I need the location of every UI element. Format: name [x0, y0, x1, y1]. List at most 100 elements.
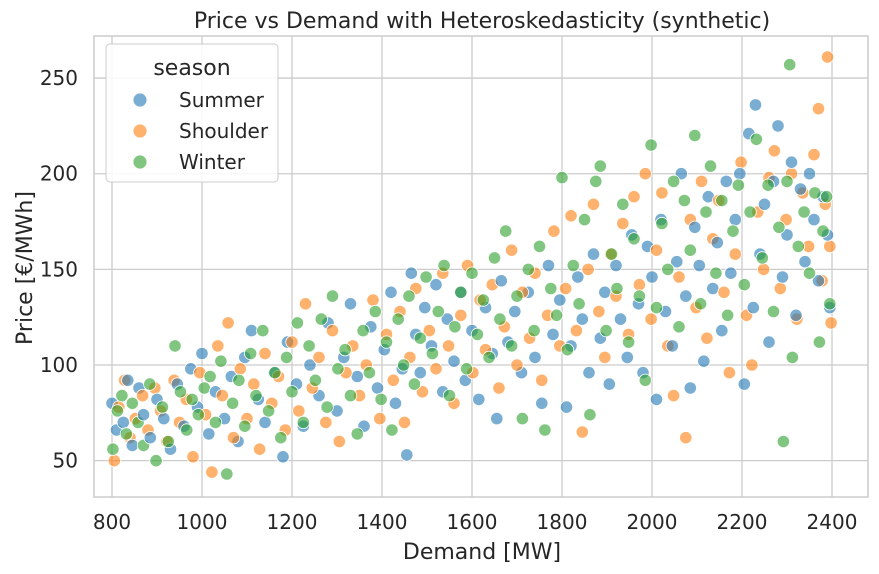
data-point-winter [437, 258, 451, 273]
data-point-summer [679, 289, 693, 303]
data-point-winter [419, 270, 433, 284]
data-point-shoulder [547, 224, 561, 238]
data-point-winter [572, 297, 586, 311]
data-point-winter [191, 408, 205, 422]
data-point-summer [276, 450, 290, 464]
legend-marker-shoulder [132, 123, 148, 139]
data-point-shoulder [616, 216, 630, 231]
data-point-winter [627, 232, 641, 246]
data-point-winter [693, 297, 708, 311]
data-point-winter [555, 171, 569, 185]
data-point-winter [173, 385, 187, 399]
data-point-shoulder [717, 285, 731, 299]
data-point-shoulder [215, 388, 229, 403]
data-point-winter [448, 320, 462, 334]
data-point-winter [532, 239, 547, 253]
data-points [105, 50, 838, 481]
data-point-summer [598, 285, 612, 299]
data-point-winter [560, 343, 575, 357]
legend-label-summer: Summer [179, 88, 265, 112]
data-point-winter [621, 335, 636, 349]
data-point-summer [195, 346, 209, 361]
x-tick-label: 2200 [717, 510, 768, 534]
legend-label-winter: Winter [179, 150, 246, 174]
data-point-winter [232, 373, 246, 387]
data-point-shoulder [666, 388, 681, 403]
data-point-winter [661, 262, 675, 276]
data-point-winter [350, 427, 364, 441]
data-point-summer [746, 300, 760, 315]
data-point-summer [157, 411, 171, 426]
data-point-summer [303, 358, 317, 372]
data-point-shoulder [397, 415, 412, 429]
data-point-winter [823, 297, 837, 311]
data-point-winter [521, 262, 535, 276]
data-point-summer [728, 213, 742, 227]
data-point-summer [748, 98, 763, 112]
data-point-shoulder [325, 323, 340, 338]
data-point-summer [125, 438, 139, 452]
data-point-winter [785, 350, 800, 364]
data-point-shoulder [422, 323, 436, 338]
data-point-shoulder [221, 316, 235, 330]
data-point-shoulder [824, 316, 838, 330]
data-point-shoulder [734, 155, 748, 169]
data-point-winter [797, 205, 811, 219]
data-point-shoulder [298, 297, 313, 311]
data-point-winter [407, 377, 421, 391]
data-point-winter [780, 174, 794, 188]
data-point-winter [504, 339, 519, 353]
data-point-winter [465, 266, 479, 280]
data-point-shoulder [644, 312, 658, 326]
data-point-winter [655, 216, 669, 231]
data-point-winter [783, 58, 797, 72]
data-point-summer [429, 278, 443, 292]
data-point-shoulder [649, 243, 664, 257]
data-point-shoulder [233, 362, 247, 376]
data-point-summer [719, 174, 733, 188]
data-point-winter [610, 281, 624, 296]
data-point-winter [374, 392, 388, 406]
x-axis-title: Demand [MW] [403, 540, 561, 565]
data-point-winter [515, 411, 530, 426]
data-point-summer [258, 415, 272, 429]
data-point-shoulder [807, 148, 821, 162]
data-point-summer [802, 167, 817, 181]
data-point-summer [586, 247, 601, 261]
data-point-winter [499, 224, 513, 238]
data-point-winter [214, 354, 228, 368]
data-point-winter [549, 308, 564, 322]
data-point-shoulder [627, 190, 641, 204]
data-point-winter [331, 362, 345, 376]
data-point-summer [143, 431, 157, 445]
data-point-shoulder [504, 243, 519, 257]
data-point-winter [487, 251, 502, 265]
data-point-shoulder [820, 50, 835, 64]
x-tick-label: 1200 [267, 510, 318, 534]
x-tick-labels: 800 1000 1200 1400 1600 1800 2000 2200 2400 [93, 510, 858, 534]
data-point-winter [583, 408, 597, 422]
data-point-shoulder [586, 197, 601, 211]
data-point-shoulder [312, 350, 326, 364]
data-point-winter [726, 224, 740, 238]
data-point-winter [766, 304, 781, 319]
data-point-summer [670, 255, 684, 269]
data-point-winter [772, 220, 786, 234]
data-point-shoulder [558, 281, 573, 296]
data-point-shoulder [441, 339, 456, 353]
data-point-summer [762, 335, 776, 349]
data-point-winter [149, 454, 163, 468]
data-point-summer [490, 411, 504, 426]
data-point-winter [737, 278, 751, 292]
data-point-summer [370, 381, 385, 395]
data-point-winter [244, 346, 258, 361]
data-point-shoulder [373, 411, 387, 426]
data-point-winter [314, 312, 328, 326]
data-point-winter [709, 266, 723, 280]
data-point-summer [136, 408, 151, 422]
data-point-winter [391, 312, 405, 326]
data-point-winter [510, 289, 524, 303]
data-point-winter [677, 193, 692, 208]
data-point-shoulder [672, 270, 686, 284]
data-point-winter [644, 138, 658, 152]
